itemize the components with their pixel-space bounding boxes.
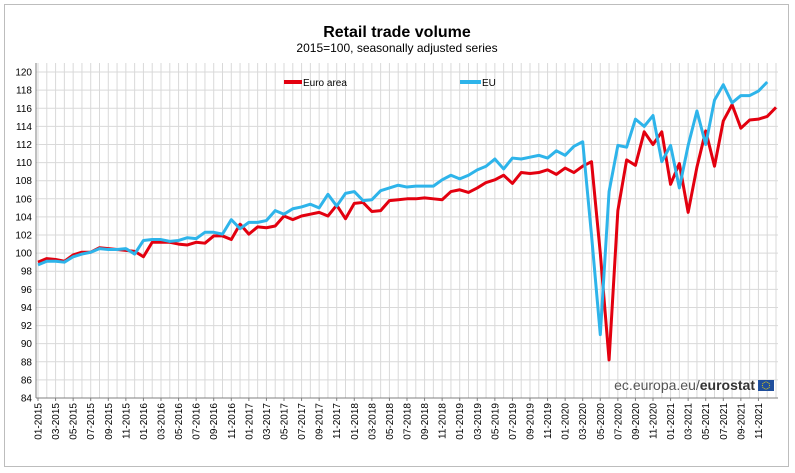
x-tick-label: 11-2019 [543,403,554,439]
flag-star [765,388,767,390]
x-tick-label: 01-2021 [666,403,677,440]
x-tick-label: 09-2015 [104,403,115,440]
source-brand: eurostat [700,377,756,393]
x-tick-label: 03-2018 [367,403,378,440]
legend-label-eu: EU [482,78,496,89]
x-tick-label: 09-2018 [420,403,431,440]
x-tick-label: 03-2020 [578,403,589,440]
y-axis: 84 86 88 90 92 94 96 98 100 102 104 106 108 110 112 114… [15,63,37,405]
y-tick-label: 98 [21,267,33,278]
x-tick-label: 05-2019 [490,403,501,440]
source-text: ec.europa.eu/eurostat [614,377,755,393]
x-tick-label: 01-2019 [455,403,466,440]
x-tick-label: 11-2015 [121,403,132,439]
y-tick-label: 120 [15,68,32,79]
y-tick-label: 112 [16,140,32,151]
x-tick-label: 07-2020 [613,403,624,440]
x-tick-label: 11-2017 [332,403,343,439]
y-tick-label: 108 [15,176,32,187]
flag-star [762,383,764,385]
x-tick-label: 07-2019 [508,403,519,440]
x-tick-label: 03-2019 [473,403,484,440]
y-tick-label: 94 [21,303,33,314]
flag-star [768,383,770,385]
y-tick-label: 104 [15,212,32,223]
x-tick-label: 11-2016 [227,403,238,439]
x-tick-label: 07-2021 [719,403,730,440]
line-chart: Retail trade volume 2015=100, seasonally… [15,24,778,440]
x-tick-label: 05-2016 [174,403,185,440]
x-tick-label: 07-2016 [192,403,203,440]
gridlines [36,63,778,399]
x-tick-label: 01-2015 [34,403,45,440]
y-tick-label: 84 [21,394,33,405]
flag-star [761,384,763,387]
x-axis: 01-2015 03-2015 05-2015 07-2015 09-2015 11-20… [34,397,778,440]
y-tick-label: 88 [21,357,33,368]
source-prefix: ec.europa.eu/ [614,377,700,393]
y-tick-label: 118 [16,86,32,97]
x-tick-label: 05-2018 [385,403,396,440]
eu-flag-stars-icon [761,381,771,390]
y-tick-label: 90 [21,339,33,350]
x-tick-label: 07-2018 [403,403,414,440]
x-tick-label: 03-2015 [51,403,62,440]
x-tick-label: 11-2021 [754,403,765,439]
x-tick-label: 05-2015 [69,403,80,440]
flag-star [765,381,767,383]
x-tick-label: 03-2021 [684,403,695,440]
source-credit: ec.europa.eu/eurostat [614,377,774,393]
flag-star [768,386,770,388]
x-tick-label: 05-2017 [280,403,291,440]
flag-star [767,388,769,390]
legend: Euro area EU [284,78,496,89]
flag-star [769,384,771,387]
x-tick-label: 03-2017 [262,403,273,440]
y-tick-label: 100 [15,249,32,260]
x-tick-label: 09-2020 [631,403,642,440]
flag-star [763,381,765,383]
x-tick-label: 07-2017 [297,403,308,440]
x-tick-label: 11-2018 [438,403,449,439]
chart-frame: Retail trade volume 2015=100, seasonally… [4,4,789,467]
y-tick-label: 116 [16,104,32,115]
x-tick-label: 03-2016 [157,403,168,440]
series-line-eu [37,80,769,337]
x-tick-label: 09-2021 [736,403,747,440]
x-tick-label: 01-2016 [139,403,150,440]
y-tick-label: 114 [16,122,32,133]
eu-flag-icon [758,380,774,391]
flag-star [767,381,769,383]
x-tick-label: 01-2020 [561,403,572,440]
y-tick-label: 86 [21,375,33,386]
y-tick-label: 106 [15,194,32,205]
x-tick-label: 01-2017 [244,403,255,440]
y-tick-label: 110 [16,158,32,169]
x-tick-label: 07-2015 [86,403,97,440]
series-lines [37,80,778,362]
y-tick-label: 102 [15,231,32,242]
x-tick-label: 05-2020 [596,403,607,440]
legend-label-euro-area: Euro area [303,78,347,89]
series-line-euro-area [37,103,778,362]
x-tick-label: 09-2016 [209,403,220,440]
y-tick-label: 96 [21,285,33,296]
flag-star [762,386,764,388]
x-tick-label: 01-2018 [350,403,361,440]
x-tick-label: 09-2017 [315,403,326,440]
y-tick-label: 92 [21,321,33,332]
x-tick-label: 05-2021 [701,403,712,440]
x-tick-label: 09-2019 [526,403,537,440]
flag-star [763,388,765,390]
chart-title: Retail trade volume [323,24,471,41]
chart-subtitle: 2015=100, seasonally adjusted series [296,41,497,55]
x-tick-label: 11-2020 [649,403,660,439]
